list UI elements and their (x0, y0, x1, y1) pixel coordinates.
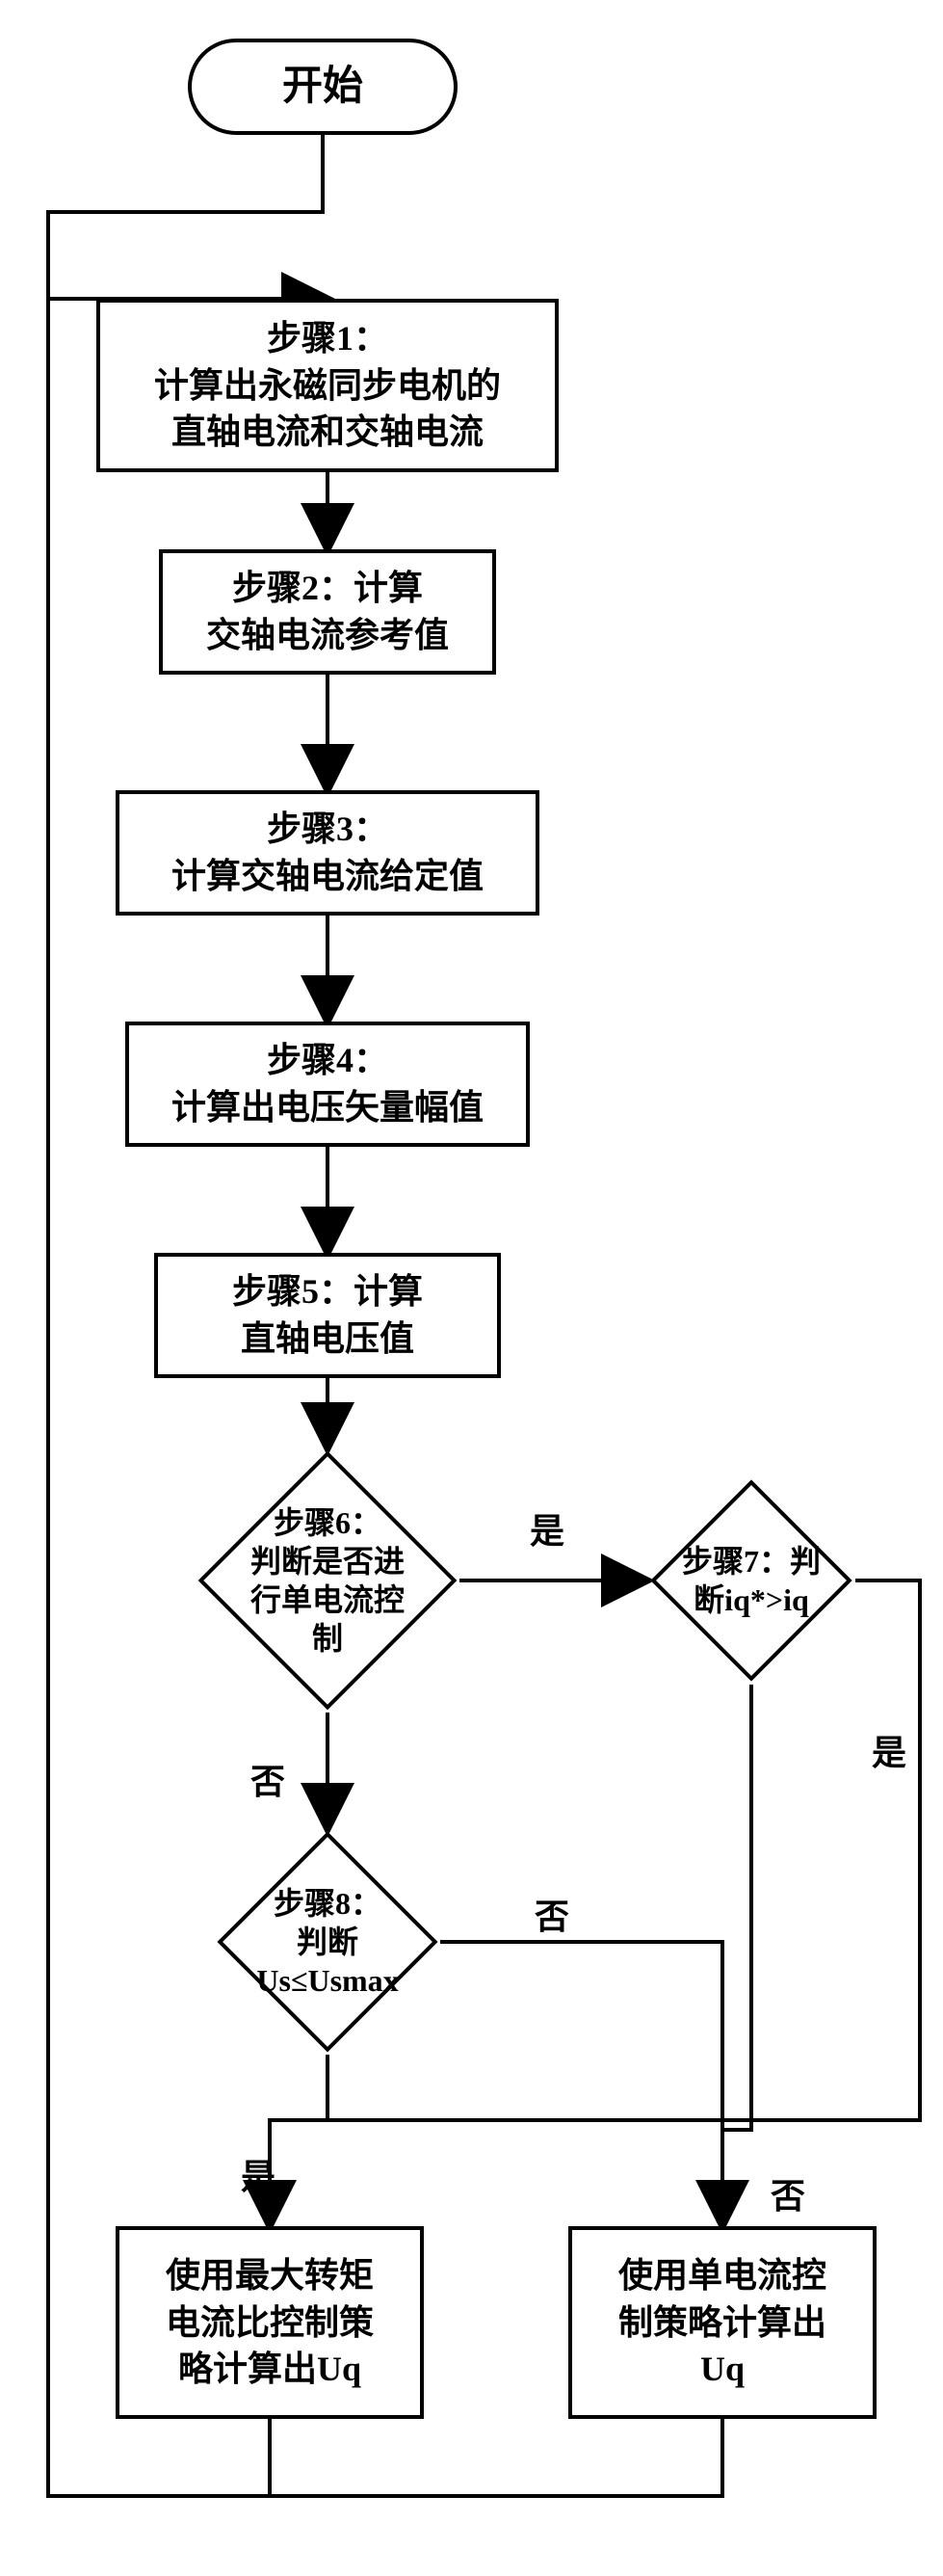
step-2: 步骤2：计算交轴电流参考值 (159, 549, 496, 675)
start-node: 开始 (188, 39, 458, 135)
step-6-decision: 步骤6：判断是否进行单电流控制 (197, 1450, 458, 1711)
step-6-label: 步骤6：判断是否进行单电流控制 (250, 1503, 405, 1658)
step-5: 步骤5：计算直轴电压值 (154, 1253, 501, 1378)
edge-label-s6-no: 否 (250, 1754, 285, 1804)
step-3-label: 步骤3：计算交轴电流给定值 (171, 806, 484, 899)
start-label: 开始 (282, 60, 363, 115)
step-7-decision: 步骤7：判断iq*>iq (650, 1479, 852, 1682)
step-4: 步骤4：计算出电压矢量幅值 (125, 1022, 530, 1147)
output-single-current-label: 使用单电流控制策略计算出Uq (618, 2252, 826, 2393)
edge-label-s7-no: 否 (771, 2168, 805, 2218)
step-1: 步骤1：计算出永磁同步电机的直轴电流和交轴电流 (96, 299, 559, 472)
step-3: 步骤3：计算交轴电流给定值 (116, 790, 539, 916)
step-8-decision: 步骤8：判断Us≤Usmax (217, 1831, 438, 2053)
edge-label-s7-yes: 是 (872, 1725, 906, 1775)
output-single-current: 使用单电流控制策略计算出Uq (568, 2226, 877, 2419)
step-2-label: 步骤2：计算交轴电流参考值 (206, 565, 449, 658)
flowchart-canvas: 开始 步骤1：计算出永磁同步电机的直轴电流和交轴电流 步骤2：计算交轴电流参考值… (0, 0, 943, 2576)
step-1-label: 步骤1：计算出永磁同步电机的直轴电流和交轴电流 (154, 315, 501, 456)
step-7-label: 步骤7：判断iq*>iq (682, 1542, 821, 1619)
edge-label-s8-yes: 是 (241, 2149, 275, 2199)
step-5-label: 步骤5：计算直轴电压值 (232, 1268, 423, 1362)
edge-label-s8-no: 否 (535, 1889, 569, 1939)
edge-label-s6-yes: 是 (530, 1503, 564, 1554)
step-4-label: 步骤4：计算出电压矢量幅值 (171, 1037, 484, 1130)
step-8-label: 步骤8：判断Us≤Usmax (256, 1884, 398, 2000)
output-mtpa: 使用最大转矩电流比控制策略计算出Uq (116, 2226, 424, 2419)
output-mtpa-label: 使用最大转矩电流比控制策略计算出Uq (166, 2252, 374, 2393)
